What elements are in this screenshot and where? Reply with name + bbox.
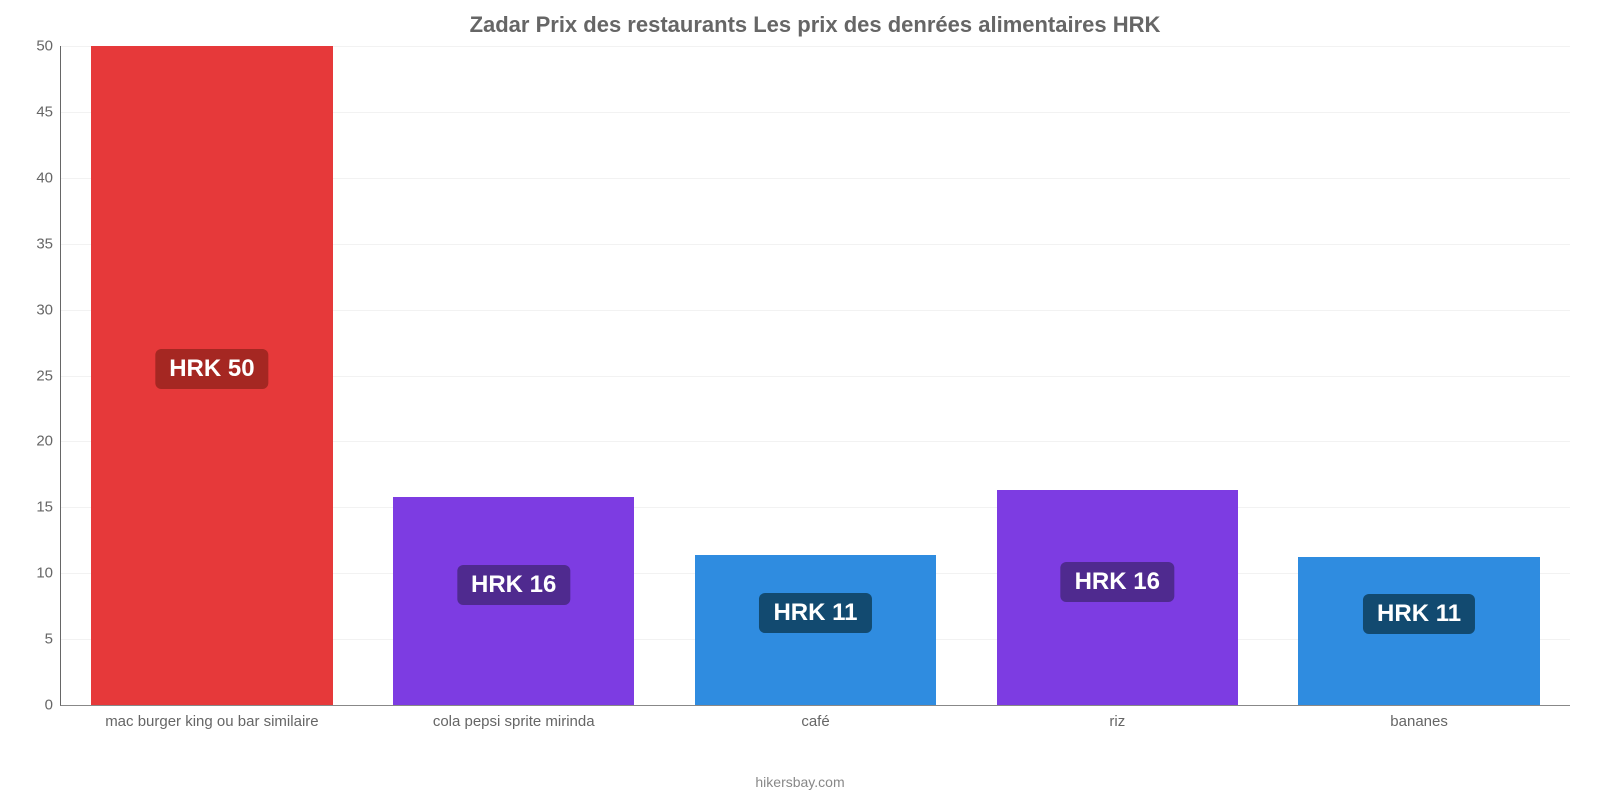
bar: HRK 11 (1298, 557, 1539, 705)
x-tick-label: riz (966, 713, 1268, 730)
source-label: hikersbay.com (0, 774, 1600, 790)
value-badge: HRK 16 (457, 565, 570, 605)
value-badge: HRK 16 (1061, 562, 1174, 602)
value-badge: HRK 11 (759, 593, 871, 633)
bar: HRK 16 (997, 490, 1238, 705)
price-bar-chart: Zadar Prix des restaurants Les prix des … (0, 0, 1600, 800)
y-tick-label: 15 (36, 499, 61, 516)
y-tick-label: 40 (36, 169, 61, 186)
bar-slot: HRK 16 (363, 46, 665, 705)
y-tick-label: 20 (36, 433, 61, 450)
x-tick-label: mac burger king ou bar similaire (61, 713, 363, 730)
y-tick-label: 25 (36, 367, 61, 384)
bars-container: HRK 50 HRK 16 HRK 11 HRK 16 HRK 11 (61, 46, 1570, 705)
y-tick-label: 0 (45, 697, 61, 714)
y-tick-label: 5 (45, 631, 61, 648)
x-axis-labels: mac burger king ou bar similairecola pep… (61, 713, 1570, 730)
bar: HRK 16 (393, 497, 634, 705)
y-tick-label: 30 (36, 301, 61, 318)
bar: HRK 11 (695, 555, 936, 705)
x-tick-label: cola pepsi sprite mirinda (363, 713, 665, 730)
y-tick-label: 50 (36, 38, 61, 55)
bar: HRK 50 (91, 46, 332, 705)
y-tick-label: 45 (36, 103, 61, 120)
value-badge: HRK 50 (155, 349, 268, 389)
bar-slot: HRK 11 (1268, 46, 1570, 705)
y-tick-label: 10 (36, 565, 61, 582)
bar-slot: HRK 16 (966, 46, 1268, 705)
y-tick-label: 35 (36, 235, 61, 252)
chart-title: Zadar Prix des restaurants Les prix des … (60, 12, 1570, 38)
plot-area: 05101520253035404550 HRK 50HRK 16HRK 11H… (60, 46, 1570, 706)
value-badge: HRK 11 (1363, 594, 1475, 634)
bar-slot: HRK 50 (61, 46, 363, 705)
x-tick-label: café (665, 713, 967, 730)
bar-slot: HRK 11 (665, 46, 967, 705)
x-tick-label: bananes (1268, 713, 1570, 730)
